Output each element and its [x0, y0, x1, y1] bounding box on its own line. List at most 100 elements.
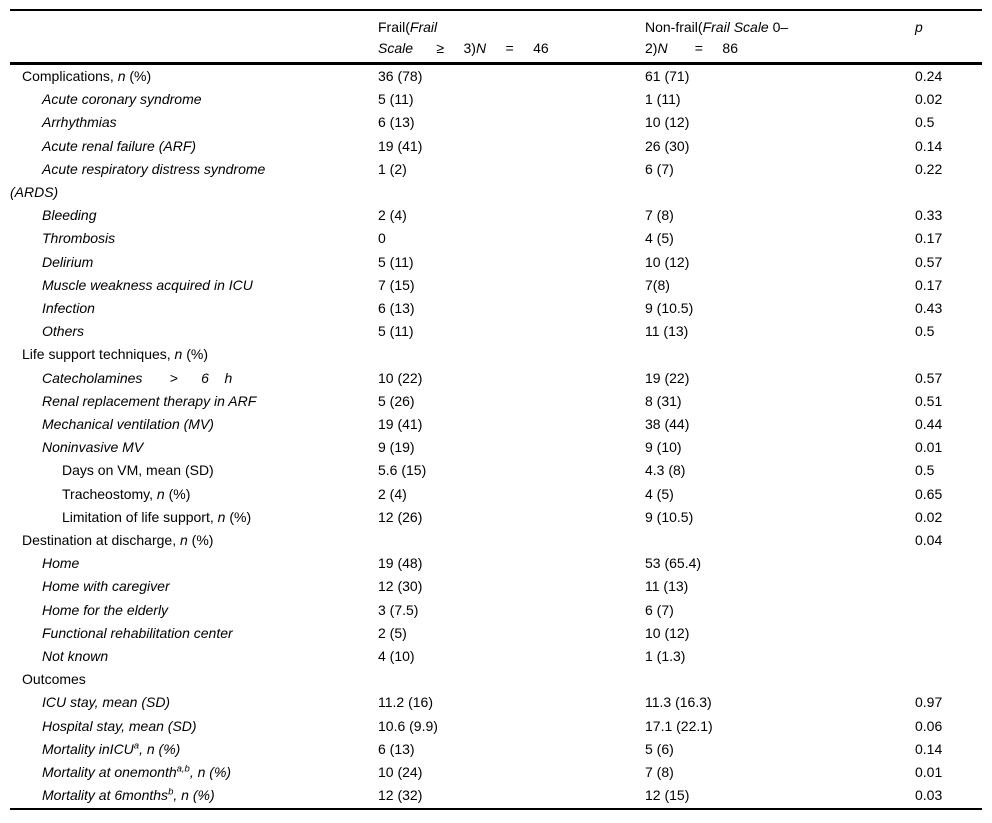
cell-p-value: 0.14 — [915, 740, 943, 757]
cell-frail-value: 0 — [378, 230, 386, 247]
table-row: Tracheostomy, n (%) 2 (4) 4 (5) 0.65 — [10, 483, 982, 506]
row-label: Hospital stay, mean (SD) — [10, 715, 378, 738]
text-segment: (ARDS) — [10, 184, 59, 201]
table-row: Destination at discharge, n (%) 0.04 — [10, 529, 982, 552]
cell-p-value: 0.44 — [915, 416, 943, 433]
cell-p-value: 0.02 — [915, 508, 943, 525]
table-row: Limitation of life support, n (%) 12 (26)… — [10, 506, 982, 529]
cell-p-value: 0.24 — [915, 68, 943, 84]
row-label: Delirium — [10, 251, 378, 274]
table-row: Infection 6 (13) 9 (10.5) 0.43 — [10, 297, 982, 320]
table-row: Mortality inICUa, n (%) 6 (13) 5 (6) 0.14 — [10, 738, 982, 761]
cell-nonfrail-value: 10 (12) — [645, 114, 690, 131]
cell-p-value: 0.03 — [915, 787, 943, 804]
table-row: Delirium 5 (11) 10 (12) 0.57 — [10, 251, 982, 274]
cell-p-value: 0.65 — [915, 485, 943, 502]
row-label: Days on VM, mean (SD) — [10, 459, 378, 482]
text-segment: n — [179, 532, 188, 549]
cell-frail-value: 5.6 (15) — [378, 462, 427, 479]
text-segment: Catecholamines > 6 h — [42, 369, 233, 386]
text-segment: (%) — [205, 764, 232, 781]
cell-p-value: 0.22 — [915, 160, 943, 177]
text-segment: (%) — [225, 508, 252, 525]
table-row: Bleeding 2 (4) 7 (8) 0.33 — [10, 204, 982, 227]
cell-p-value: 0.5 — [915, 462, 935, 479]
row-label: Complications, n (%) — [10, 65, 378, 88]
text-segment: p — [915, 19, 923, 35]
cell-nonfrail-value: 7 (8) — [645, 207, 674, 224]
cell-p-value — [915, 599, 982, 622]
text-segment: Tracheostomy, — [62, 485, 157, 502]
text-segment: Outcomes — [22, 671, 86, 688]
cell-p-value: 0.04 — [915, 532, 943, 549]
cell-nonfrail-value — [645, 343, 915, 366]
cell-p-value: 0.43 — [915, 300, 943, 317]
text-segment: = 86 — [667, 40, 739, 56]
cell-frail-value: 2 (5) — [378, 624, 407, 641]
text-segment: Home with caregiver — [42, 578, 170, 595]
text-segment: Destination at discharge, — [22, 532, 180, 549]
text-segment: n — [156, 485, 165, 502]
cell-p-value: 0.33 — [915, 207, 943, 224]
text-segment: Mortality at onemonth — [42, 764, 177, 781]
cell-nonfrail-value: 7(8) — [645, 276, 670, 293]
text-segment: Non-frail( — [645, 19, 703, 35]
cell-frail-value — [378, 529, 645, 552]
table-row: Acute respiratory distress syndrome (ARDS… — [10, 158, 982, 204]
text-segment: (%) — [154, 740, 181, 757]
cell-nonfrail-value: 5 (6) — [645, 740, 674, 757]
cell-p-value — [915, 343, 982, 366]
text-segment: Frail( — [378, 19, 410, 35]
row-label: Mechanical ventilation (MV) — [10, 413, 378, 436]
header-frail-column: Frail(Frail Scale ≥ 3)N = 46 — [378, 17, 645, 59]
cell-nonfrail-value: 4.3 (8) — [645, 462, 686, 479]
cell-nonfrail-value: 8 (31) — [645, 392, 682, 409]
cell-nonfrail-value: 10 (12) — [645, 624, 690, 641]
cell-p-value: 0.06 — [915, 717, 943, 734]
cell-nonfrail-value: 9 (10) — [645, 439, 682, 456]
text-segment: Muscle weakness acquired in ICU — [42, 276, 253, 293]
cell-nonfrail-value: 1 (11) — [645, 91, 681, 108]
cell-nonfrail-value: 4 (5) — [645, 485, 674, 502]
cell-frail-value: 2 (4) — [378, 485, 407, 502]
row-label: Thrombosis — [10, 227, 378, 250]
row-label: Others — [10, 320, 378, 343]
cell-nonfrail-value: 61 (71) — [645, 68, 690, 84]
table-row: ICU stay, mean (SD) 11.2 (16) 11.3 (16.3) 0… — [10, 691, 982, 714]
cell-frail-value: 4 (10) — [378, 648, 415, 665]
cell-frail-value: 10.6 (9.9) — [378, 717, 438, 734]
cell-frail-value: 12 (26) — [378, 508, 423, 525]
row-label: Not known — [10, 645, 378, 668]
row-label: Life support techniques, n (%) — [10, 343, 378, 366]
text-segment: (%) — [164, 485, 191, 502]
table-row: Complications, n (%) 36 (78) 61 (71) 0.24 — [10, 65, 982, 88]
text-segment: a,b — [176, 763, 190, 775]
cell-p-value: 0.5 — [915, 114, 935, 131]
cell-nonfrail-value: 7 (8) — [645, 764, 674, 781]
cell-frail-value: 1 (2) — [378, 160, 407, 177]
table-row: Muscle weakness acquired in ICU 7 (15) 7(8… — [10, 274, 982, 297]
text-segment: N — [475, 40, 487, 56]
header-nonfrail-column: Non-frail(Frail Scale 0– 2)N = 86 — [645, 17, 915, 59]
cell-nonfrail-value: 4 (5) — [645, 230, 674, 247]
cell-frail-value: 19 (48) — [378, 555, 423, 572]
text-segment: (%) — [182, 346, 209, 363]
cell-frail-value: 11.2 (16) — [378, 694, 433, 711]
text-segment: Acute renal failure (ARF) — [42, 137, 197, 154]
cell-nonfrail-value: 53 (65.4) — [645, 555, 702, 572]
table-body: Complications, n (%) 36 (78) 61 (71) 0.24 Ac… — [10, 65, 982, 808]
cell-nonfrail-value: 11 (13) — [645, 578, 689, 595]
cell-frail-value: 10 (24) — [378, 764, 423, 781]
cell-p-value — [915, 575, 982, 598]
text-segment: Bleeding — [42, 207, 97, 224]
cell-frail-value: 5 (26) — [378, 392, 415, 409]
cell-frail-value: 12 (32) — [378, 787, 423, 804]
text-segment: n — [197, 764, 206, 781]
text-segment: Complications, — [22, 68, 118, 84]
row-label: Noninvasive MV — [10, 436, 378, 459]
table-row: Thrombosis 0 4 (5) 0.17 — [10, 227, 982, 250]
cell-p-value: 0.17 — [915, 230, 943, 247]
row-label: Acute renal failure (ARF) — [10, 135, 378, 158]
row-label: Home — [10, 552, 378, 575]
row-label: Home with caregiver — [10, 575, 378, 598]
